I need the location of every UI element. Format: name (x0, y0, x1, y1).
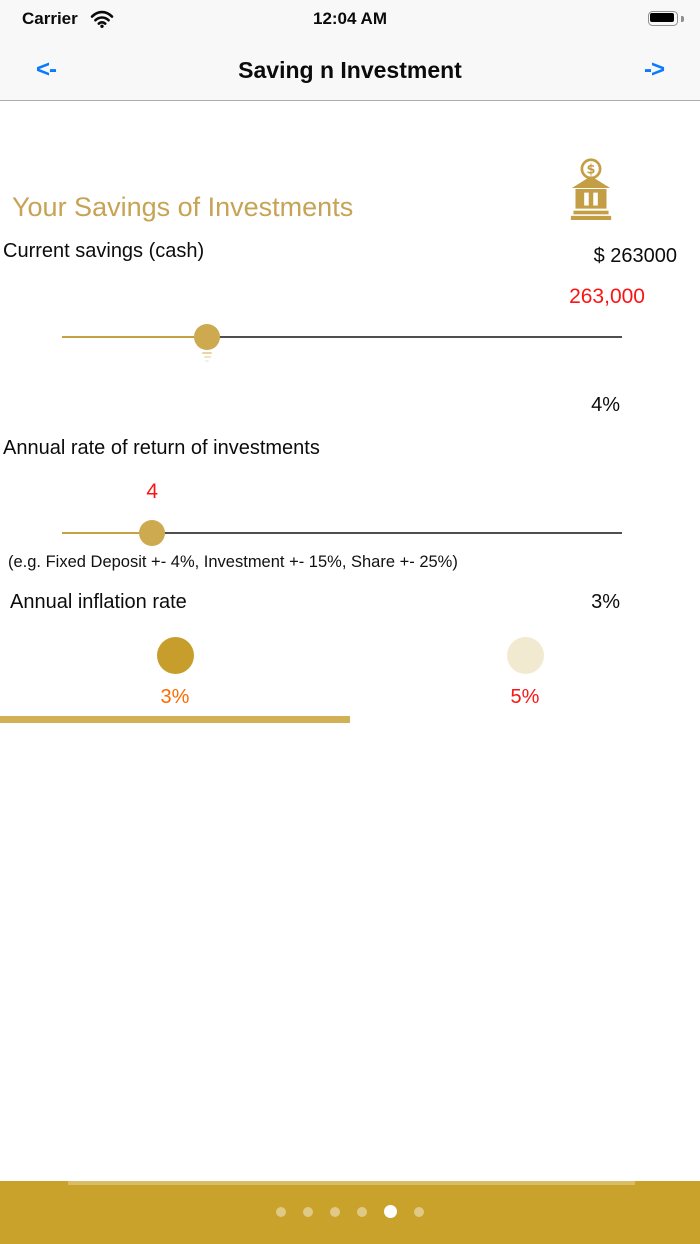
top-chrome: Carrier 12:04 AM <- Saving n Investment … (0, 0, 700, 101)
page-dot-6[interactable] (414, 1206, 424, 1217)
savings-slider[interactable] (62, 324, 622, 362)
slider-track[interactable] (62, 532, 622, 534)
section-heading: Your Savings of Investments (12, 192, 354, 222)
slider-fill (62, 531, 153, 534)
page-dot-5[interactable] (384, 1205, 397, 1218)
status-time: 12:04 AM (312, 9, 387, 28)
inflation-option-5-label: 5% (510, 686, 540, 708)
page-dot-1[interactable] (276, 1206, 286, 1217)
bottom-bar-highlight (68, 1181, 635, 1185)
inflation-option-3-label: 3% (160, 686, 190, 708)
battery-icon (648, 11, 684, 27)
rate-of-return-label: Annual rate of return of investments (3, 437, 320, 459)
page-dot-4[interactable] (357, 1206, 367, 1217)
slider-thumb-glow (202, 352, 213, 362)
page-dot-2[interactable] (303, 1206, 313, 1217)
carrier-label: Carrier (22, 9, 78, 28)
slider-thumb[interactable] (139, 520, 166, 546)
page-title: Saving n Investment (238, 57, 462, 83)
rate-of-return-percent: 4% (591, 394, 620, 416)
bank-dollar-icon: $ (566, 158, 616, 220)
current-savings-label: Current savings (cash) (3, 240, 205, 262)
nav-forward-button[interactable]: -> (643, 56, 665, 83)
inflation-label: Annual inflation rate (10, 591, 187, 613)
rate-of-return-slider[interactable]: 4 (62, 480, 622, 547)
inflation-progress (0, 716, 350, 723)
bottom-bar (0, 1181, 700, 1244)
slider-track[interactable] (62, 336, 622, 338)
nav-back-button[interactable]: <- (36, 56, 57, 83)
current-savings-amount: $ 263000 (593, 245, 677, 267)
inflation-option-5-circle[interactable] (507, 637, 544, 674)
slider-thumb[interactable] (194, 324, 221, 362)
inflation-option-3-circle[interactable] (157, 637, 194, 674)
rate-of-return-hint: (e.g. Fixed Deposit +- 4%, Investment +-… (8, 553, 458, 571)
svg-text:$: $ (587, 163, 596, 178)
inflation-value: 3% (591, 591, 620, 613)
slider-value-bubble: 4 (146, 480, 158, 503)
wifi-icon (90, 10, 114, 28)
page-dots (0, 1205, 700, 1218)
page-dot-3[interactable] (330, 1206, 340, 1217)
slider-fill (62, 335, 208, 338)
savings-slider-value: 263,000 (569, 285, 645, 308)
